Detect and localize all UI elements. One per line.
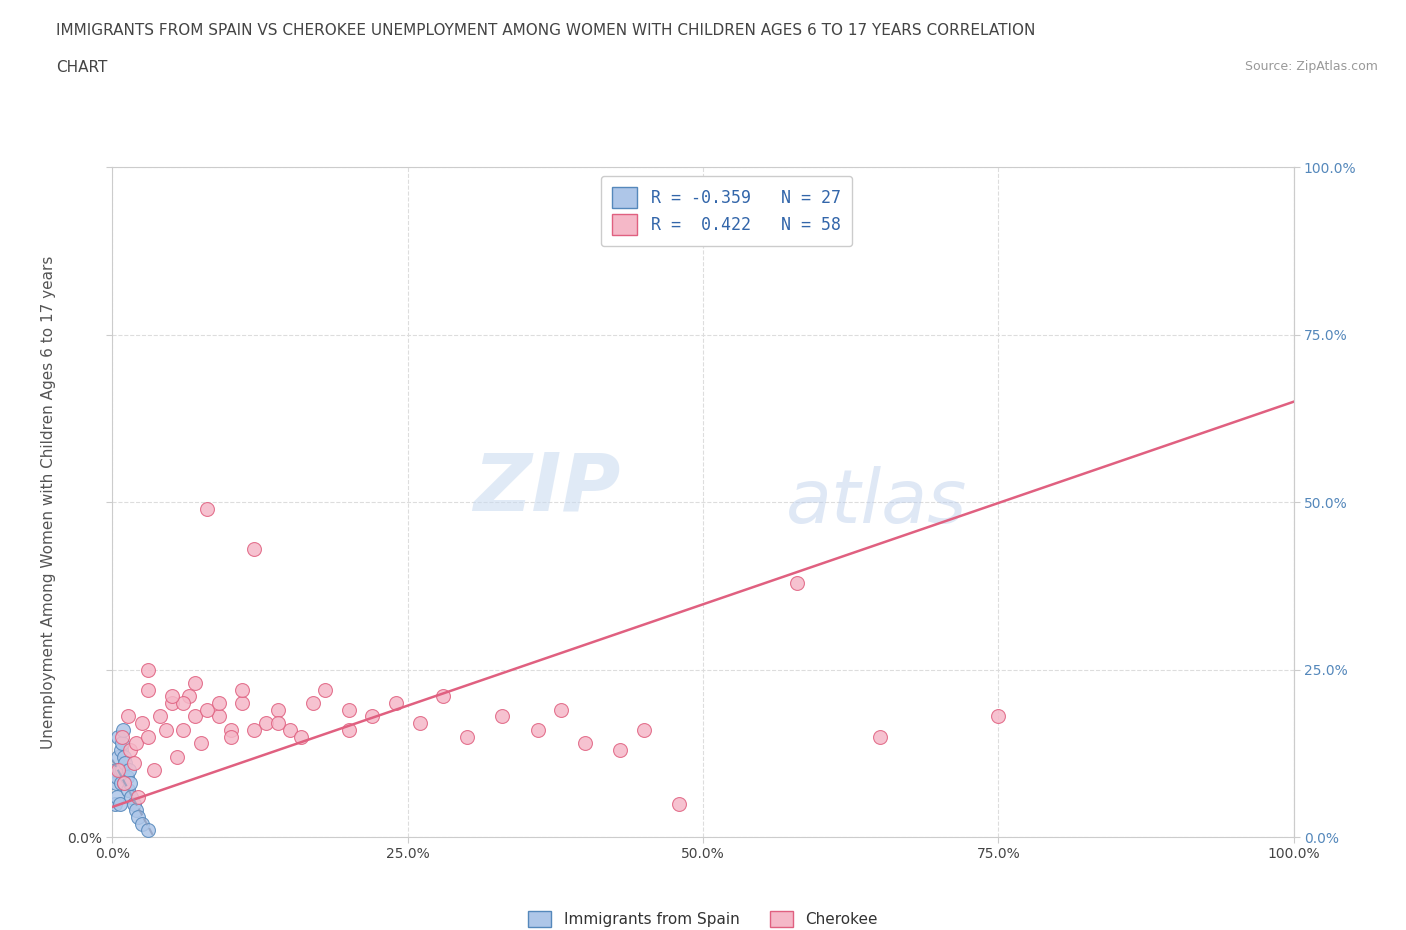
Point	[491, 709, 513, 724]
Point	[160, 689, 183, 704]
Point	[122, 756, 145, 771]
Point	[136, 729, 159, 744]
Point	[243, 541, 266, 556]
Point	[432, 689, 454, 704]
Text: CHART: CHART	[56, 60, 108, 75]
Point	[111, 729, 134, 744]
Point	[105, 790, 128, 804]
Point	[231, 696, 253, 711]
Point	[243, 723, 266, 737]
Point	[179, 689, 201, 704]
Point	[107, 729, 129, 744]
Point	[112, 723, 135, 737]
Text: atlas: atlas	[786, 466, 967, 538]
Point	[267, 716, 290, 731]
Point	[149, 709, 172, 724]
Point	[184, 709, 207, 724]
Point	[166, 750, 188, 764]
Point	[786, 575, 808, 590]
Point	[108, 763, 131, 777]
Point	[526, 723, 548, 737]
Point	[361, 709, 384, 724]
Point	[114, 756, 136, 771]
Point	[278, 723, 301, 737]
Point	[385, 696, 408, 711]
Point	[267, 702, 290, 717]
Point	[136, 662, 159, 677]
Point	[184, 675, 207, 690]
Point	[127, 809, 149, 824]
Point	[408, 716, 430, 731]
Point	[131, 716, 153, 731]
Point	[254, 716, 277, 731]
Point	[574, 736, 596, 751]
Point	[208, 709, 231, 724]
Point	[105, 769, 128, 784]
Y-axis label: Unemployment Among Women with Children Ages 6 to 17 years: Unemployment Among Women with Children A…	[41, 256, 56, 749]
Point	[668, 796, 690, 811]
Point	[111, 763, 134, 777]
Point	[160, 696, 183, 711]
Point	[136, 823, 159, 838]
Point	[107, 763, 129, 777]
Text: Source: ZipAtlas.com: Source: ZipAtlas.com	[1244, 60, 1378, 73]
Point	[120, 790, 142, 804]
Point	[115, 769, 138, 784]
Point	[155, 723, 177, 737]
Point	[117, 783, 139, 798]
Point	[142, 763, 165, 777]
Point	[337, 702, 360, 717]
Point	[112, 776, 135, 790]
Point	[112, 776, 135, 790]
Point	[112, 750, 135, 764]
Point	[550, 702, 572, 717]
Point	[290, 729, 312, 744]
Point	[110, 742, 132, 757]
Point	[609, 742, 631, 757]
Point	[108, 796, 131, 811]
Point	[195, 702, 218, 717]
Point	[869, 729, 891, 744]
Point	[172, 723, 194, 737]
Point	[105, 763, 128, 777]
Point	[231, 683, 253, 698]
Point	[118, 763, 141, 777]
Point	[456, 729, 478, 744]
Point	[633, 723, 655, 737]
Point	[219, 729, 242, 744]
Text: IMMIGRANTS FROM SPAIN VS CHEROKEE UNEMPLOYMENT AMONG WOMEN WITH CHILDREN AGES 6 : IMMIGRANTS FROM SPAIN VS CHEROKEE UNEMPL…	[56, 23, 1036, 38]
Point	[127, 790, 149, 804]
Point	[110, 776, 132, 790]
Point	[131, 817, 153, 831]
Point	[314, 683, 336, 698]
Point	[120, 776, 142, 790]
Point	[208, 696, 231, 711]
Point	[172, 696, 194, 711]
Text: ZIP: ZIP	[472, 450, 620, 528]
Point	[302, 696, 325, 711]
Point	[107, 750, 129, 764]
Point	[117, 709, 139, 724]
Point	[122, 796, 145, 811]
Point	[105, 776, 128, 790]
Point	[136, 683, 159, 698]
Point	[125, 736, 148, 751]
Point	[120, 742, 142, 757]
Point	[987, 709, 1010, 724]
Point	[195, 501, 218, 516]
Point	[337, 723, 360, 737]
Point	[104, 796, 127, 811]
Legend: Immigrants from Spain, Cherokee: Immigrants from Spain, Cherokee	[523, 905, 883, 930]
Point	[125, 803, 148, 817]
Point	[111, 736, 134, 751]
Point	[190, 736, 212, 751]
Point	[219, 723, 242, 737]
